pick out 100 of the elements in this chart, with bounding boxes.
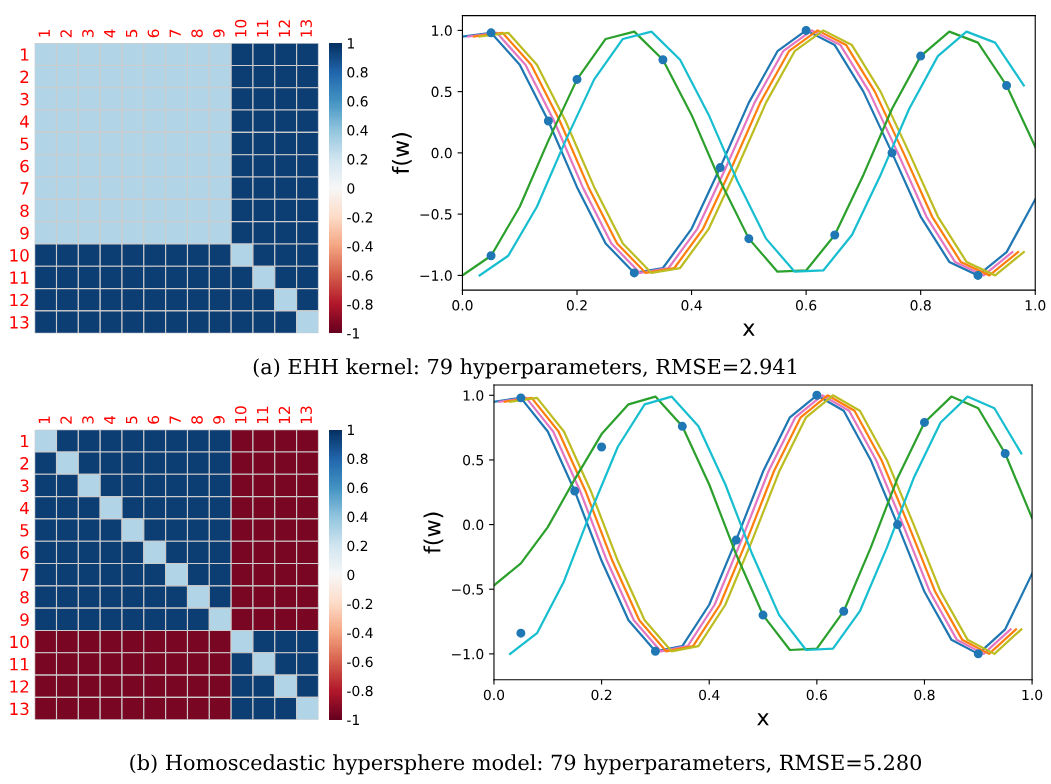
point: [570, 486, 580, 496]
y-tick-label: −1.0: [451, 648, 484, 660]
x-tick-label: 13: [300, 406, 312, 424]
y-tick-label: 2: [20, 70, 29, 83]
x-tick-label: 8: [191, 29, 203, 38]
point: [658, 55, 668, 65]
color-bar-label: 0: [347, 569, 355, 581]
x-tick-label: 1: [38, 416, 50, 424]
x-tick-label: 0.8: [914, 689, 935, 701]
y-axis-title: f(w): [391, 133, 412, 175]
color-bar-label: 0.2: [347, 540, 368, 552]
color-bar-label: 0.8: [347, 453, 368, 465]
x-tick-label: 0.8: [910, 300, 931, 311]
color-bar-label: -0.4: [347, 627, 373, 639]
color-bar-label: -0.2: [347, 598, 373, 610]
y-tick-label: 6: [20, 546, 29, 559]
x-tick-label: 11: [256, 20, 269, 37]
y-tick-label: 5: [20, 137, 29, 151]
y-tick-label: 1: [21, 48, 29, 61]
x-tick-label: 1: [38, 29, 50, 37]
x-tick-label: 2: [60, 30, 72, 38]
x-tick-label: 3: [82, 416, 94, 424]
point: [650, 646, 660, 656]
y-tick-label: 11: [10, 271, 29, 284]
point: [1002, 81, 1012, 91]
y-tick-label: 3: [20, 92, 29, 106]
x-tick-label: 12: [278, 406, 290, 424]
x-tick-label: 6: [147, 416, 160, 424]
point: [887, 148, 897, 158]
y-tick-label: 0.5: [463, 454, 484, 466]
x-axis-title: x: [757, 713, 769, 726]
point: [629, 268, 639, 278]
point: [830, 230, 840, 240]
x-tick-label: 1.0: [1025, 300, 1046, 311]
point: [744, 234, 754, 244]
color-bar-label: 0.4: [347, 511, 368, 523]
x-tick-label: 4: [104, 415, 116, 425]
y-tick-label: −0.5: [451, 584, 484, 595]
x-tick-label: 7: [169, 29, 181, 38]
y-tick-label: 9: [20, 226, 29, 240]
x-tick-label: 5: [125, 29, 138, 38]
y-tick-label: 4: [20, 501, 29, 515]
x-tick-label: 0.6: [795, 300, 817, 311]
x-tick-label: 2: [60, 416, 72, 424]
y-tick-label: 7: [20, 568, 29, 581]
y-tick-label: −0.5: [420, 209, 452, 220]
point: [893, 520, 903, 530]
point: [486, 251, 496, 261]
point: [758, 610, 768, 620]
text: (b) Homoscedastic hypersphere model: 79 hyperparameters, RMSE=5.280: [130, 754, 922, 775]
y-tick-label: 11: [10, 658, 29, 671]
point: [919, 417, 929, 427]
y-tick-label: 0.5: [431, 86, 452, 98]
point: [731, 535, 741, 545]
color-bar-label: -0.8: [347, 685, 373, 697]
color-bar-label: -0.8: [347, 299, 373, 310]
point: [812, 390, 822, 400]
x-tick-label: 13: [300, 20, 312, 37]
y-tick-label: 4: [20, 115, 29, 128]
y-tick-label: 10: [10, 635, 29, 649]
color-bar-label: 0.6: [347, 96, 368, 107]
y-tick-label: 2: [20, 457, 29, 470]
y-tick-label: 13: [10, 702, 29, 716]
color-bar-label: 0: [347, 183, 355, 194]
x-tick-label: 9: [213, 29, 225, 38]
color-bar-label: 0.4: [347, 125, 368, 136]
x-tick-label: 6: [147, 29, 160, 38]
x-tick-label: 11: [256, 406, 269, 424]
x-tick-label: 3: [82, 29, 94, 38]
x-axis-title: x: [742, 323, 755, 336]
y-tick-label: 5: [20, 524, 29, 537]
color-bar-label: -1: [347, 328, 359, 339]
y-tick-label: 0.0: [431, 147, 452, 159]
y-tick-label: 8: [20, 204, 29, 218]
color-bar-label: -0.6: [347, 270, 373, 281]
y-tick-label: 0.0: [463, 519, 484, 531]
color-bar-label: 1: [347, 38, 354, 49]
color-bar-label: 1: [347, 424, 354, 435]
y-tick-label: 10: [10, 249, 29, 262]
point: [916, 51, 926, 61]
y-tick-label: 6: [20, 159, 29, 173]
x-tick-label: 4: [104, 29, 116, 38]
x-tick-label: 0.4: [681, 300, 702, 311]
color-bar-label: -0.2: [347, 212, 373, 223]
x-tick-label: 0.6: [806, 689, 828, 701]
point: [973, 270, 983, 280]
x-tick-label: 0.4: [699, 689, 720, 701]
point: [543, 116, 553, 126]
y-tick-label: 1.0: [463, 390, 484, 401]
point: [516, 628, 526, 638]
color-bar-label: 0.2: [347, 154, 368, 165]
point: [516, 393, 526, 403]
x-tick-label: 10: [234, 406, 247, 424]
y-tick-label: 7: [20, 182, 29, 195]
point: [801, 25, 811, 35]
y-tick-label: 13: [10, 316, 29, 329]
y-tick-label: 3: [20, 479, 29, 492]
point: [973, 649, 983, 659]
color-bar-label: -0.4: [347, 241, 373, 252]
color-bar-label: -1: [347, 714, 359, 725]
